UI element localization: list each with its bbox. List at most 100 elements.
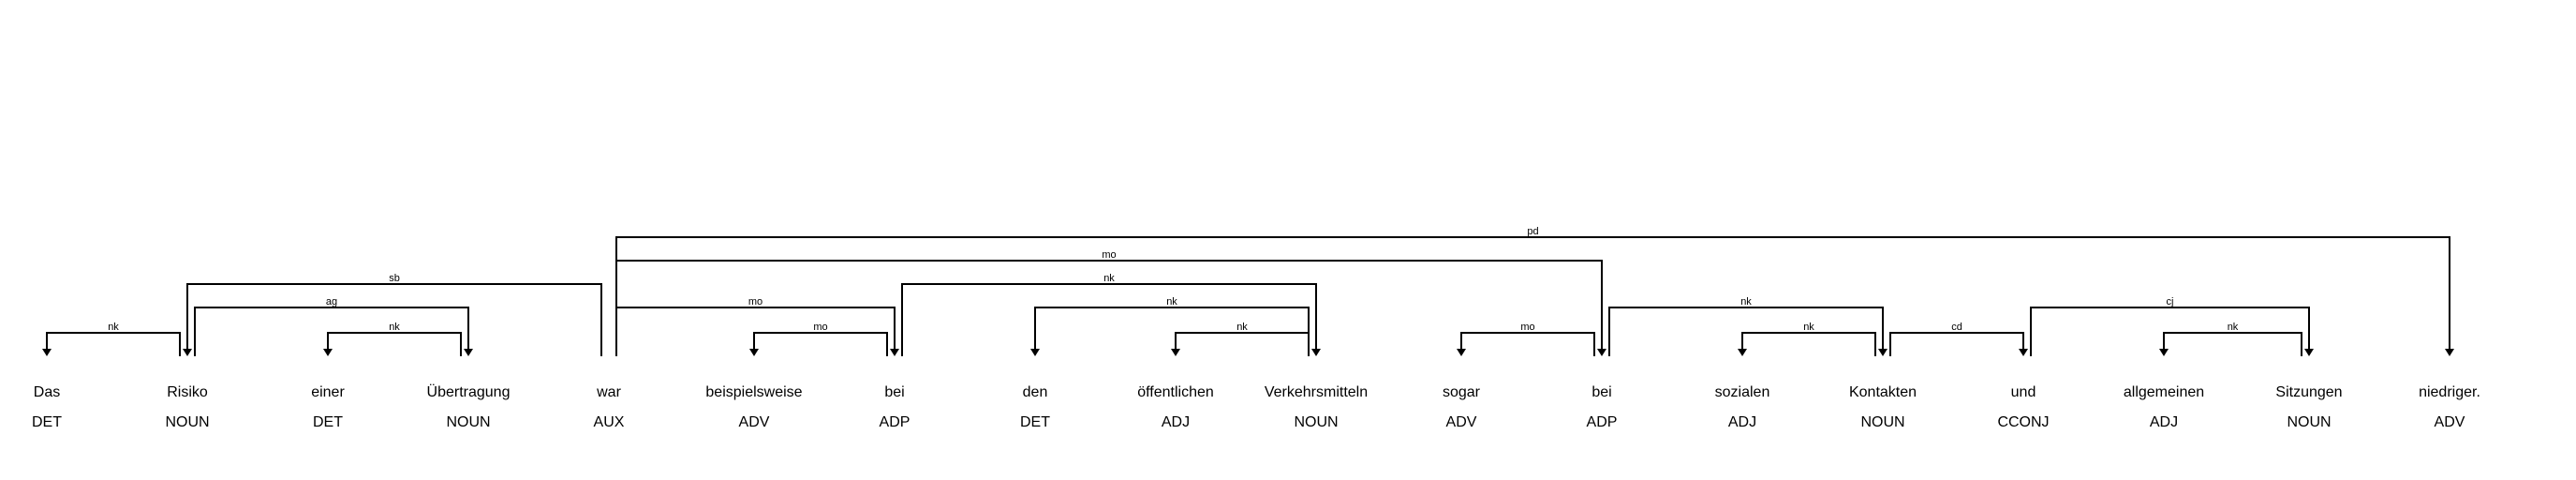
token-word: war [596,384,621,400]
arc-label: nk [108,322,119,333]
token-pos-tag: AUX [594,414,625,430]
arc-line [327,332,462,356]
token-word: beispielsweise [705,384,802,400]
token-word: Risiko [167,384,208,400]
arc-label: mo [1520,322,1534,333]
arcs-layer: nk nk ag sb mo mo nk nk nk mo mo nk nk cd nk cj pd [42,226,2454,356]
arrow-head-icon [2445,349,2454,356]
token-pos-tag: ADJ [2150,414,2178,430]
dependency-arc: mo [615,296,899,356]
token-pos-tag: ADV [739,414,770,430]
dependency-arc: mo [749,322,888,356]
arc-label: nk [2228,322,2239,333]
arc-label: ag [326,296,337,308]
arc-line [1608,307,1884,356]
dependency-arc: mo [1457,322,1595,356]
arc-line [753,332,888,356]
dependency-arc: nk [42,322,181,356]
dependency-arc: cj [2030,296,2314,356]
dependency-arc: cd [1889,322,2028,356]
arc-line [1889,332,2024,356]
arrow-head-icon [2019,349,2028,356]
token-pos-tag: ADV [1446,414,1477,430]
token-pos-tag: DET [313,414,343,430]
arc-label: mo [1102,249,1116,261]
token-word: bei [1591,384,1611,400]
arc-line [901,283,1317,356]
arc-label: sb [389,273,400,284]
token-word: Sitzungen [2275,384,2342,400]
arc-label: nk [1103,273,1115,284]
arc-label: mo [748,296,762,308]
dependency-arc: ag [194,296,473,356]
arrow-head-icon [464,349,473,356]
arc-label: nk [1166,296,1177,308]
token-pos-tag: ADJ [1728,414,1756,430]
arc-line [186,283,602,356]
dependency-arc: pd [615,226,2454,356]
dependency-arc: nk [1171,322,1310,356]
token-word: den [1023,384,1048,400]
token-pos-tag: CCONJ [1997,414,2049,430]
arc-line [1460,332,1595,356]
dependency-arc: sb [183,273,602,356]
arrow-head-icon [1738,349,1747,356]
arc-line [194,307,469,356]
token-pos-tag: NOUN [446,414,490,430]
dependency-arc: nk [1608,296,1888,356]
arrow-head-icon [1311,349,1321,356]
arc-label: mo [813,322,827,333]
token-word: öffentlichen [1137,384,1214,400]
token-word: einer [311,384,345,400]
arc-line [1175,332,1310,356]
token-word: sozialen [1715,384,1770,400]
arrow-head-icon [183,349,192,356]
arrow-head-icon [2159,349,2169,356]
arc-label: cj [2167,296,2174,308]
arrow-head-icon [42,349,52,356]
token-pos-tag: DET [1020,414,1050,430]
token-pos-tag: NOUN [165,414,209,430]
arc-label: pd [1527,226,1538,237]
arrow-head-icon [1597,349,1606,356]
token-pos-tag: ADP [1587,414,1618,430]
arc-label: nk [1236,322,1248,333]
arc-line [2163,332,2302,356]
token-word: Verkehrsmitteln [1265,384,1368,400]
token-word: niedriger. [2419,384,2480,400]
token-pos-tag: NOUN [1294,414,1338,430]
token-word: Kontakten [1849,384,1917,400]
arrow-head-icon [1030,349,1040,356]
arc-label: nk [1740,296,1752,308]
token-word: Übertragung [427,383,511,400]
token-pos-tag: ADP [880,414,910,430]
dependency-arc: nk [323,322,462,356]
arc-label: nk [389,322,400,333]
arrow-head-icon [749,349,759,356]
arrow-head-icon [2304,349,2314,356]
dependency-arc: mo [615,249,1606,356]
arc-label: nk [1803,322,1814,333]
token-pos-tag: DET [32,414,62,430]
token-word: bei [884,384,904,400]
arrow-head-icon [1878,349,1888,356]
dependency-arc: nk [1738,322,1876,356]
arc-line [1741,332,1876,356]
token-pos-tag: NOUN [1860,414,1904,430]
tokens-layer: Das DET Risiko NOUN einer DET Übertragung NOUN w… [32,383,2480,430]
arc-line [2030,307,2310,356]
arrow-head-icon [890,349,899,356]
arc-line [1034,307,1310,356]
arrow-head-icon [1457,349,1466,356]
dependency-arc: nk [901,273,1321,356]
arc-line [615,236,2450,356]
arrow-head-icon [323,349,333,356]
dependency-arc: nk [1030,296,1310,356]
arc-label: cd [1951,322,1962,333]
token-pos-tag: ADJ [1162,414,1190,430]
dependency-arc: nk [2159,322,2302,356]
token-pos-tag: NOUN [2287,414,2331,430]
token-word: und [2011,384,2036,400]
arc-line [46,332,181,356]
